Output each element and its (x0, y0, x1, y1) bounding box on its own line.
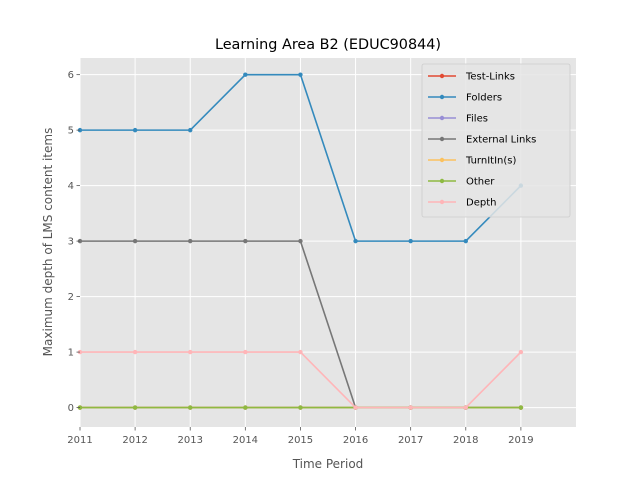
data-point-depth (298, 349, 303, 355)
data-point-other (518, 405, 524, 410)
x-tick-label: 2017 (398, 435, 423, 446)
chart-title: Learning Area B2 (EDUC90844) (215, 37, 441, 53)
y-tick-label: 2 (68, 292, 74, 303)
legend-label: Folders (466, 93, 502, 104)
legend-label: TurnItIn(s) (465, 156, 516, 167)
data-point-depth (243, 349, 248, 355)
data-point-folders (463, 238, 468, 244)
data-point-external-links (243, 238, 248, 244)
data-point-depth (353, 405, 358, 410)
data-point-other (132, 405, 138, 410)
data-point-external-links (132, 238, 138, 244)
legend-marker-external-links (439, 136, 445, 142)
legend: Test-Links Folders Files External Links Turn… (421, 63, 571, 218)
legend-label: Depth (466, 198, 496, 209)
x-tick-label: 2011 (67, 435, 92, 446)
y-tick-label: 5 (68, 126, 74, 137)
x-tick-label: 2018 (453, 435, 478, 446)
x-tick-label: 2016 (343, 435, 368, 446)
legend-marker-test-links (439, 73, 445, 79)
legend-label: External Links (466, 135, 536, 146)
data-point-depth (132, 349, 138, 355)
data-point-depth (463, 405, 468, 410)
y-tick-label: 4 (68, 181, 74, 192)
data-point-depth (188, 349, 193, 355)
data-point-other (243, 405, 248, 410)
x-axis-label: Time Period (292, 457, 364, 471)
data-point-folders (408, 238, 413, 244)
data-point-folders (353, 238, 358, 244)
legend-marker-folders (439, 94, 445, 100)
data-point-folders (298, 72, 303, 77)
data-point-other (298, 405, 303, 410)
legend-box (421, 63, 571, 218)
legend-marker-files (439, 115, 445, 121)
x-tick-label: 2012 (122, 435, 147, 446)
data-point-other (188, 405, 193, 410)
x-tick-label: 2015 (288, 435, 313, 446)
axis-ticks: 2011 2012 2013 2014 2015 2016 2017 2018 2019 0 1 2 3… (67, 70, 533, 446)
data-point-folders (132, 127, 138, 133)
data-point-external-links (188, 238, 193, 244)
data-point-folders (188, 127, 193, 133)
data-point-depth (408, 405, 413, 410)
legend-marker-depth (439, 199, 445, 205)
legend-marker-other (439, 178, 445, 184)
x-tick-label: 2019 (508, 435, 533, 446)
legend-label: Test-Links (465, 72, 515, 83)
legend-marker-turnitin-s (439, 157, 445, 163)
data-point-external-links (298, 238, 303, 244)
data-point-folders (243, 72, 248, 77)
y-tick-label: 6 (68, 70, 74, 81)
y-tick-label: 1 (68, 348, 74, 359)
y-axis-label: Maximum depth of LMS content items (41, 128, 55, 357)
y-tick-label: 0 (68, 403, 74, 414)
data-point-depth (518, 349, 524, 355)
x-tick-label: 2013 (177, 435, 202, 446)
legend-label: Other (466, 177, 495, 188)
legend-label: Files (466, 114, 488, 125)
y-tick-label: 3 (68, 237, 74, 248)
x-tick-label: 2014 (233, 435, 258, 446)
